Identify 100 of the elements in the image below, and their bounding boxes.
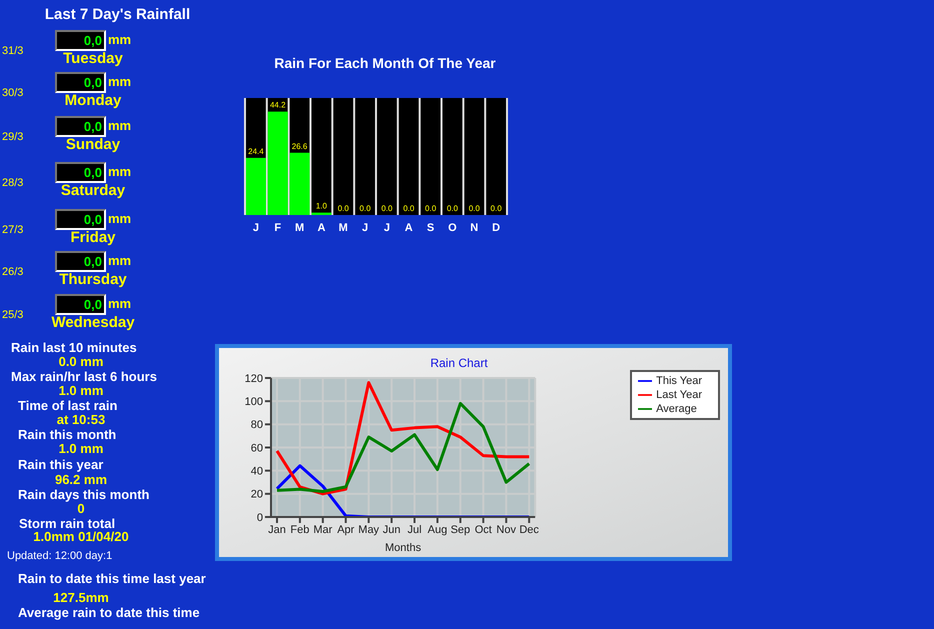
text: 30/3 xyxy=(2,87,24,99)
x-tick-label: N xyxy=(470,222,478,234)
text: Time of last rain xyxy=(18,398,118,413)
x-tick-label: A xyxy=(317,222,326,234)
text: 29/3 xyxy=(2,131,24,143)
x-tick-label: J xyxy=(362,222,368,234)
x-tick-label: Sep xyxy=(450,524,470,536)
text: 25/3 xyxy=(2,309,24,321)
x-tick-label: Jul xyxy=(407,524,422,536)
x-axis-title: Months xyxy=(385,542,422,554)
text: Storm rain total xyxy=(19,516,116,531)
text: Wednesday xyxy=(50,314,136,331)
y-tick-label: 40 xyxy=(250,466,263,478)
text: 27/3 xyxy=(2,224,24,236)
x-tick-label: May xyxy=(358,524,380,536)
x-tick-label: Aug xyxy=(428,524,448,536)
data-label: 0.0 xyxy=(425,204,437,213)
text: 0 xyxy=(77,501,86,516)
text: mm xyxy=(108,32,132,47)
text: Updated: 12:00 day:1 xyxy=(7,550,112,562)
readout-box: 0,0 xyxy=(55,116,106,137)
line-series xyxy=(276,464,531,517)
text: mm xyxy=(108,296,132,311)
x-tick-label: D xyxy=(492,222,500,234)
text: Rain days this month xyxy=(18,487,150,502)
text: mm xyxy=(108,118,132,133)
text: Thursday xyxy=(58,271,128,288)
text: Rain this month xyxy=(18,427,116,442)
readout-box: 0,0 xyxy=(55,72,106,93)
text: at 10:53 xyxy=(56,412,106,427)
text: Sunday xyxy=(64,136,122,153)
chart-title: Rain Chart xyxy=(429,356,489,370)
data-label: 26.6 xyxy=(292,142,308,151)
line-series xyxy=(276,381,531,496)
x-tick-label: A xyxy=(404,222,413,234)
text: 1.0 mm xyxy=(58,383,104,398)
text: Friday xyxy=(69,229,116,246)
line-series xyxy=(276,402,531,494)
data-label: 0.0 xyxy=(338,204,350,213)
data-label: 0.0 xyxy=(446,204,459,213)
x-tick-label: S xyxy=(426,222,434,234)
y-tick-label: 120 xyxy=(244,372,263,385)
data-label: 24.4 xyxy=(248,146,264,156)
x-tick-label: J xyxy=(384,222,390,234)
legend-label: Average xyxy=(656,403,697,416)
text: Last 7 Day's Rainfall xyxy=(44,6,192,23)
x-tick-label: Mar xyxy=(313,524,333,536)
x-tick-label: M xyxy=(294,222,304,234)
text: 0.0 mm xyxy=(58,354,104,369)
y-tick-label: 100 xyxy=(244,396,263,408)
bar xyxy=(246,158,266,215)
x-tick-label: Feb xyxy=(290,524,310,536)
readout-box: 0,0 xyxy=(55,162,106,183)
text: Rain last 10 minutes xyxy=(11,340,137,355)
text: 96.2 mm xyxy=(54,472,108,487)
text: mm xyxy=(108,74,132,89)
data-label: 1.0 xyxy=(316,202,328,211)
text: Rain this year xyxy=(18,457,104,472)
x-tick-label: M xyxy=(338,222,348,234)
text: 1.0 mm xyxy=(58,441,104,456)
text: mm xyxy=(108,164,132,179)
y-tick-label: 0 xyxy=(256,512,263,524)
data-label: 0.0 xyxy=(360,204,372,213)
x-tick-label: Oct xyxy=(474,524,492,536)
text: Max rain/hr last 6 hours xyxy=(11,369,157,384)
text: Average rain to date this time xyxy=(18,605,200,620)
data-label: 0.0 xyxy=(468,204,480,213)
x-tick-label: Nov xyxy=(496,524,516,536)
data-label: 0.0 xyxy=(381,204,394,213)
x-tick-label: Dec xyxy=(519,524,540,536)
text: 26/3 xyxy=(2,266,24,278)
x-tick-label: Jan xyxy=(268,524,286,536)
text: mm xyxy=(108,253,132,268)
text: Rain to date this time last year xyxy=(18,571,206,586)
text: Monday xyxy=(64,92,122,109)
readout-box: 0,0 xyxy=(55,251,106,272)
legend-label: Last Year xyxy=(656,389,702,402)
data-label: 44.2 xyxy=(270,100,286,110)
y-tick-label: 60 xyxy=(250,442,263,454)
readout-box: 0,0 xyxy=(55,30,106,51)
x-tick-label: Apr xyxy=(337,524,355,536)
y-tick-label: 20 xyxy=(250,488,263,501)
x-tick-label: O xyxy=(448,222,458,234)
text: 1.0mm 01/04/20 xyxy=(32,529,130,544)
data-label: 0.0 xyxy=(490,204,502,213)
text: 31/3 xyxy=(2,45,24,57)
x-tick-label: J xyxy=(252,222,259,234)
legend-label: This Year xyxy=(656,375,702,387)
text: 127.5mm xyxy=(52,590,110,605)
readout-box: 0,0 xyxy=(55,294,106,315)
text: Saturday xyxy=(60,182,126,199)
data-label: 0.0 xyxy=(403,204,415,213)
text: Tuesday xyxy=(62,50,124,67)
y-tick-label: 80 xyxy=(250,419,263,432)
readout-box: 0,0 xyxy=(55,209,106,230)
chart-title: Rain For Each Month Of The Year xyxy=(273,55,497,71)
text: 28/3 xyxy=(2,177,24,189)
x-tick-label: Jun xyxy=(382,524,400,536)
text: mm xyxy=(108,211,132,226)
x-tick-label: F xyxy=(274,222,282,234)
